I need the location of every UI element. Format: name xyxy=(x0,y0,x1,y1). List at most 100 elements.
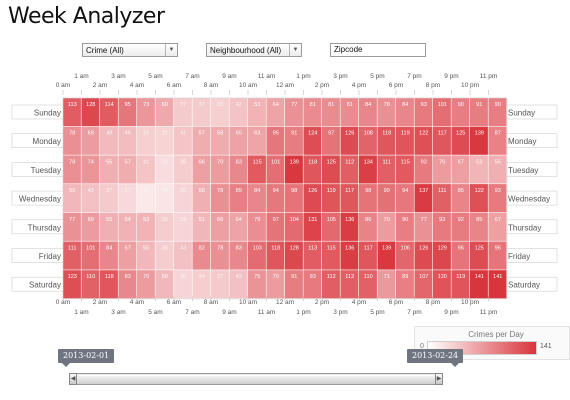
heatmap-cell-value: 99 xyxy=(384,188,390,194)
heatmap-cell-value: 41 xyxy=(143,159,149,165)
hour-tick-label-bottom: 1 am xyxy=(74,309,88,316)
heatmap-cell-value: 81 xyxy=(328,102,334,108)
heatmap-cell-value: 118 xyxy=(382,131,391,137)
heatmap-cell-value: 101 xyxy=(438,102,447,108)
hour-tick-label-top: 6 pm xyxy=(389,82,403,89)
heatmap-cell-value: 77 xyxy=(291,102,297,108)
heatmap-cell-value: 136 xyxy=(345,217,354,223)
hour-tick-label-bottom: 11 pm xyxy=(480,309,498,316)
hour-tick-label-top: 3 am xyxy=(111,73,125,80)
heatmap-cell-value: 112 xyxy=(345,274,354,280)
heatmap-cell-value: 128 xyxy=(86,102,95,108)
day-label-right: Monday xyxy=(508,137,536,146)
heatmap-cell-value: 33 xyxy=(143,131,149,137)
heatmap-cell-value: 55 xyxy=(495,159,501,165)
heatmap-cell-value: 53 xyxy=(254,102,260,108)
heatmap-cell-value: 128 xyxy=(290,246,299,252)
hour-tick-label-top: 11 pm xyxy=(480,73,498,80)
heatmap-cell-value: 122 xyxy=(475,188,484,194)
hour-tick-label-top: 4 pm xyxy=(352,82,366,89)
day-label-right: Wednesday xyxy=(508,195,550,204)
heatmap-cell-value: 117 xyxy=(364,246,373,252)
heatmap-cell-value: 84 xyxy=(365,102,371,108)
heatmap-cell-value: 90 xyxy=(458,102,464,108)
heatmap-cell-value: 98 xyxy=(291,188,297,194)
heatmap-cell-value: 66 xyxy=(199,159,205,165)
hour-tick-label-top: 10 am xyxy=(239,82,257,89)
heatmap-cell-value: 77 xyxy=(69,217,75,223)
heatmap-cell-value: 83 xyxy=(236,246,242,252)
heatmap-cell-value: 107 xyxy=(419,274,428,280)
end-handle[interactable]: ▶ xyxy=(435,373,443,385)
heatmap-cell-value: 110 xyxy=(86,274,95,280)
heatmap-cell-value: 125 xyxy=(327,159,336,165)
heatmap-cell-value: 56 xyxy=(199,188,205,194)
heatmap-cell-value: 104 xyxy=(290,217,299,223)
heatmap-cell-value: 35 xyxy=(180,159,186,165)
heatmap-cell-value: 78 xyxy=(217,246,223,252)
heatmap-cell-value: 129 xyxy=(438,246,447,252)
heatmap-cell-value: 126 xyxy=(308,188,317,194)
heatmap-cell-value: 84 xyxy=(402,102,408,108)
heatmap-cell-value: 74 xyxy=(88,159,94,165)
heatmap-cell-value: 115 xyxy=(401,159,410,165)
heatmap-cell-value: 125 xyxy=(475,246,484,252)
date-range-selection[interactable] xyxy=(76,375,436,384)
heatmap-cell-value: 70 xyxy=(143,274,149,280)
hour-tick-label-top: 8 pm xyxy=(426,82,440,89)
heatmap-cell-value: 52 xyxy=(476,159,482,165)
hour-tick-label-top: 6 am xyxy=(167,82,181,89)
heatmap-cell-value: 134 xyxy=(364,159,373,165)
heatmap-cell-value: 50 xyxy=(162,274,168,280)
heatmap-cell-value: 57 xyxy=(199,131,205,137)
heatmap-cell-value: 55 xyxy=(106,159,112,165)
hour-tick-label-bottom: 5 pm xyxy=(370,309,384,316)
heatmap-cell-value: 126 xyxy=(345,131,354,137)
heatmap-cell-value: 123 xyxy=(68,274,77,280)
heatmap-cell-value: 89 xyxy=(402,274,408,280)
heatmap-cell-value: 120 xyxy=(438,274,447,280)
heatmap-cell-value: 54 xyxy=(125,217,131,223)
day-label-right: Saturday xyxy=(508,281,540,290)
heatmap-cell-value: 51 xyxy=(199,217,205,223)
heatmap-cell-value: 79 xyxy=(254,217,260,223)
heatmap-cell-value: 96 xyxy=(458,246,464,252)
heatmap-cell-value: 137 xyxy=(419,188,428,194)
heatmap-cell-value: 37 xyxy=(217,274,223,280)
heatmap-cell-value: 112 xyxy=(327,274,336,280)
heatmap-cell-value: 139 xyxy=(475,131,484,137)
heatmap-cell-value: 93 xyxy=(421,159,427,165)
heatmap-cell-value: 93 xyxy=(495,188,501,194)
heatmap-cell-value: 69 xyxy=(88,131,94,137)
heatmap-cell-value: 50 xyxy=(143,246,149,252)
heatmap-cell-value: 118 xyxy=(271,246,280,252)
heatmap-cell-value: 97 xyxy=(273,217,279,223)
heatmap-cell-value: 60 xyxy=(162,102,168,108)
heatmap-cell-value: 78 xyxy=(69,131,75,137)
heatmap-cell-value: 34 xyxy=(199,274,205,280)
hour-tick-label-bottom: 7 am xyxy=(185,309,199,316)
hour-tick-label-bottom: 5 am xyxy=(148,309,162,316)
week-heatmap: 0 am0 am1 am1 am2 am2 am3 am3 am4 am4 am… xyxy=(0,0,570,330)
heatmap-cell-value: 48 xyxy=(106,131,112,137)
heatmap-cell-value: 92 xyxy=(458,217,464,223)
heatmap-cell-value: 98 xyxy=(365,188,371,194)
heatmap-cell-value: 90 xyxy=(402,217,408,223)
heatmap-cell-value: 118 xyxy=(308,159,317,165)
hour-tick-label-top: 9 pm xyxy=(444,73,458,80)
start-handle[interactable]: ◀ xyxy=(69,373,77,385)
hour-tick-label-bottom: 7 pm xyxy=(407,309,421,316)
heatmap-cell-value: 66 xyxy=(217,217,223,223)
heatmap-cell-value: 37 xyxy=(199,102,205,108)
heatmap-cell-value: 43 xyxy=(88,188,94,194)
heatmap-cell-value: 81 xyxy=(347,102,353,108)
heatmap-cell-value: 103 xyxy=(253,246,262,252)
heatmap-cell-value: 141 xyxy=(475,274,484,280)
heatmap-cell-value: 78 xyxy=(69,159,75,165)
hour-tick-label-top: 7 pm xyxy=(407,73,421,80)
heatmap-cell-value: 31 xyxy=(162,131,168,137)
heatmap-cell-value: 24 xyxy=(162,159,168,165)
hour-tick-label-top: 0 am xyxy=(56,82,70,89)
hour-tick-label-top: 8 am xyxy=(204,82,218,89)
hour-tick-label-top: 5 pm xyxy=(370,73,384,80)
